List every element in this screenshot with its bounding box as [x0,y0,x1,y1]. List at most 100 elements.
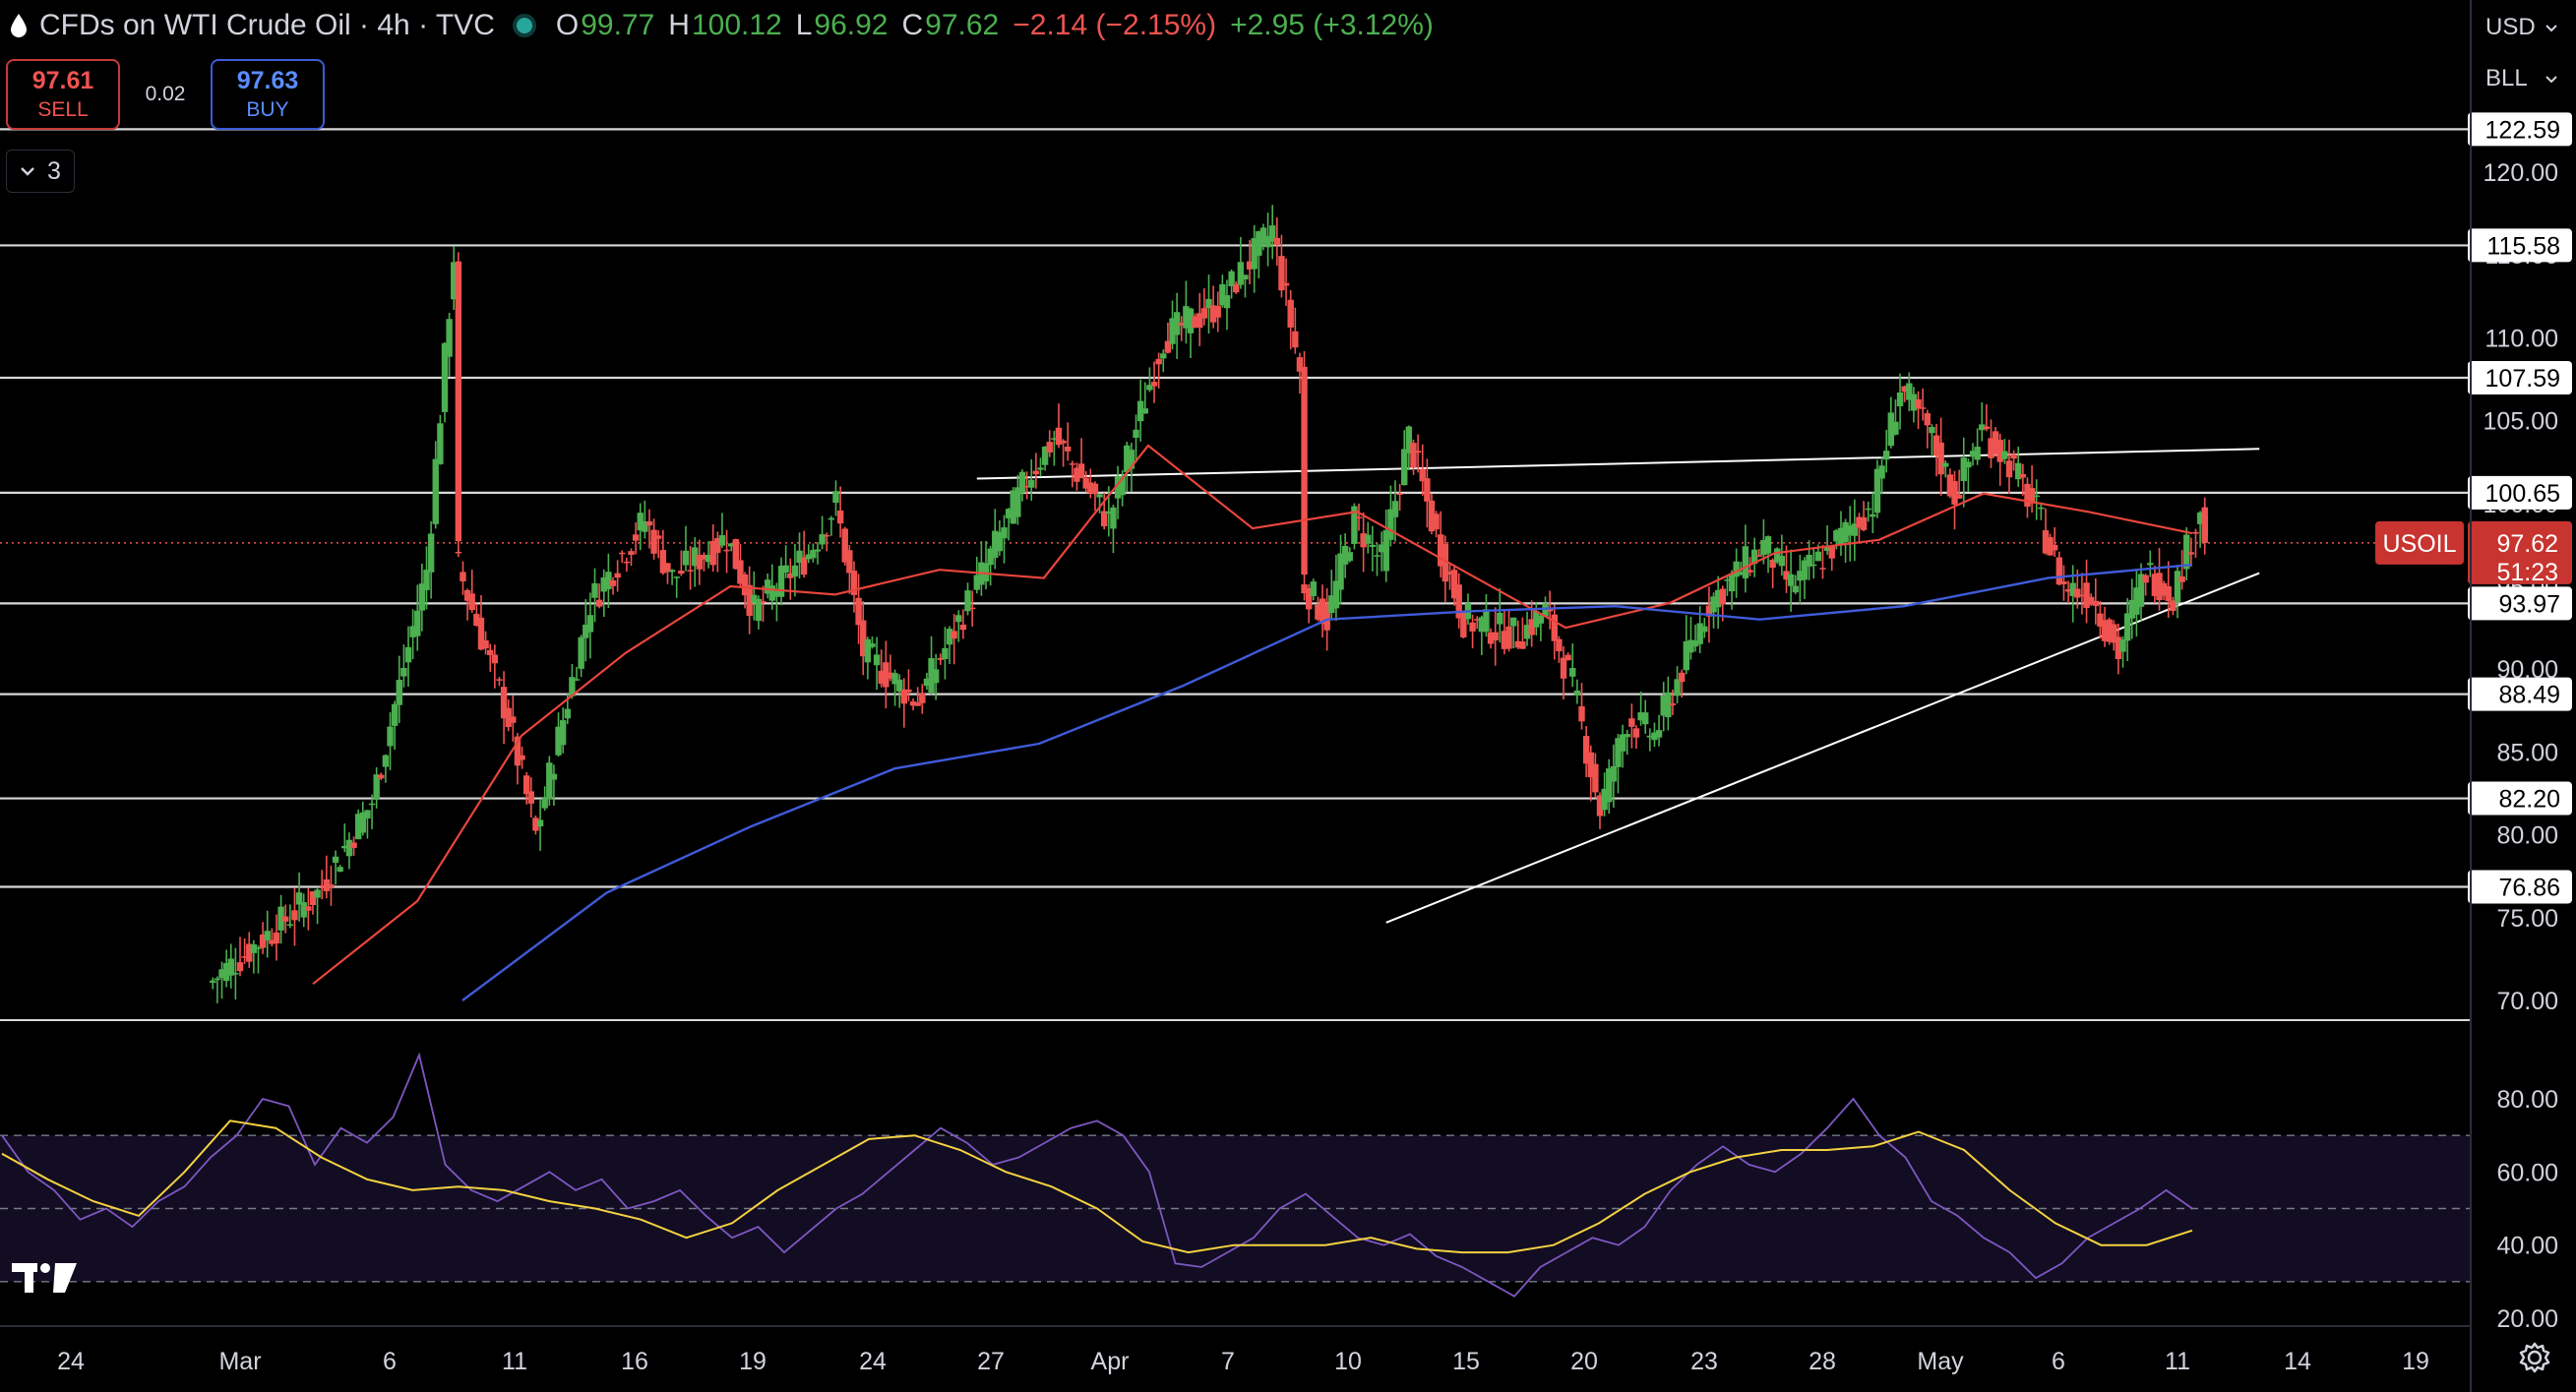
candle [477,594,485,651]
candle-body [1273,237,1281,246]
candle [423,546,430,610]
candle [891,669,898,706]
candle-body [1637,712,1644,721]
candle [1114,465,1122,519]
sell-button[interactable]: 97.61 SELL [6,59,120,130]
candle [768,564,775,610]
candle [1747,557,1753,576]
candle-body [1259,227,1267,244]
candle [1169,300,1176,350]
candle [1441,535,1449,602]
candle [1610,744,1618,809]
candle [1632,725,1640,750]
candle [482,631,489,655]
candle-body [964,590,971,612]
trendline [976,448,2260,480]
candle [460,561,466,595]
candle-body [1683,640,1690,671]
candle-body [1764,536,1772,554]
unit-selector[interactable]: BLL [2472,53,2572,104]
candle-body [682,550,690,566]
candle-body [1760,539,1767,556]
candle [741,572,749,609]
candle-body [764,579,771,594]
candle [1755,549,1762,558]
candle-body [354,814,362,840]
candle [1424,458,1431,528]
candle-body [1223,295,1231,309]
price-axis-panel [2470,0,2576,1392]
candle-body [1251,238,1257,270]
candle-body [250,943,258,953]
candle [1847,506,1854,562]
candle [1387,485,1394,547]
candle-body [1533,611,1540,628]
candle [655,529,662,559]
candle-body [2074,588,2081,598]
candle [1929,424,1935,457]
candle [595,583,603,609]
candle [1082,470,1089,493]
sell-label: SELL [37,98,89,121]
currency-selector[interactable]: USD [2472,2,2572,53]
candle [337,865,343,873]
x-tick-label: May [1917,1348,1964,1375]
candle-body [1164,340,1172,353]
candle [532,815,539,835]
candle [1160,349,1167,373]
candle [614,560,621,592]
candle [555,712,562,757]
candle-body [1738,572,1745,575]
candle [1865,501,1871,522]
candle [1728,570,1736,610]
candle-body [992,530,999,559]
candle [332,850,339,885]
candle-body [1323,603,1330,631]
candle-body [1100,511,1108,527]
candle-body [2196,512,2204,524]
indicators-toggle[interactable]: 3 [6,150,75,193]
level-tag-label: 93.97 [2498,590,2560,618]
candle [550,764,558,806]
candle-body [1237,262,1245,285]
price-badge-bg [2468,520,2572,584]
candle-body [951,631,957,639]
candle [427,520,435,599]
tradingview-logo-icon[interactable] [8,1257,83,1297]
candle-body [487,649,494,655]
candle [1433,511,1440,538]
candle [1401,430,1408,486]
candle-body [1528,619,1535,635]
candle [992,509,999,570]
settings-gear-icon[interactable] [2515,1338,2554,1377]
candle [1341,533,1349,578]
candle-body [578,636,584,669]
level-tag-label: 88.49 [2498,682,2560,709]
candle-body [300,902,307,918]
candle [609,576,617,595]
candle [328,866,335,906]
candle [2042,508,2050,555]
candle [791,543,799,597]
candle [787,558,794,600]
candle-body [1960,457,1967,482]
candle-body [2101,620,2109,641]
candle-body [614,573,621,578]
candle [318,870,326,900]
symbol-title[interactable]: CFDs on WTI Crude Oil · 4h · TVC [39,9,495,41]
candle [751,571,758,621]
candle [2015,447,2022,487]
buy-button[interactable]: 97.63 BUY [211,59,325,130]
candle [696,539,704,585]
candle [2005,439,2013,495]
candle [1041,446,1049,471]
candle-body [1787,574,1795,586]
candle-body [1242,274,1249,280]
close-label: C [901,9,924,41]
candle [869,635,876,649]
candle [727,542,735,552]
candle-body [1378,544,1385,553]
candle [1028,459,1035,501]
candle-body [1438,534,1444,567]
